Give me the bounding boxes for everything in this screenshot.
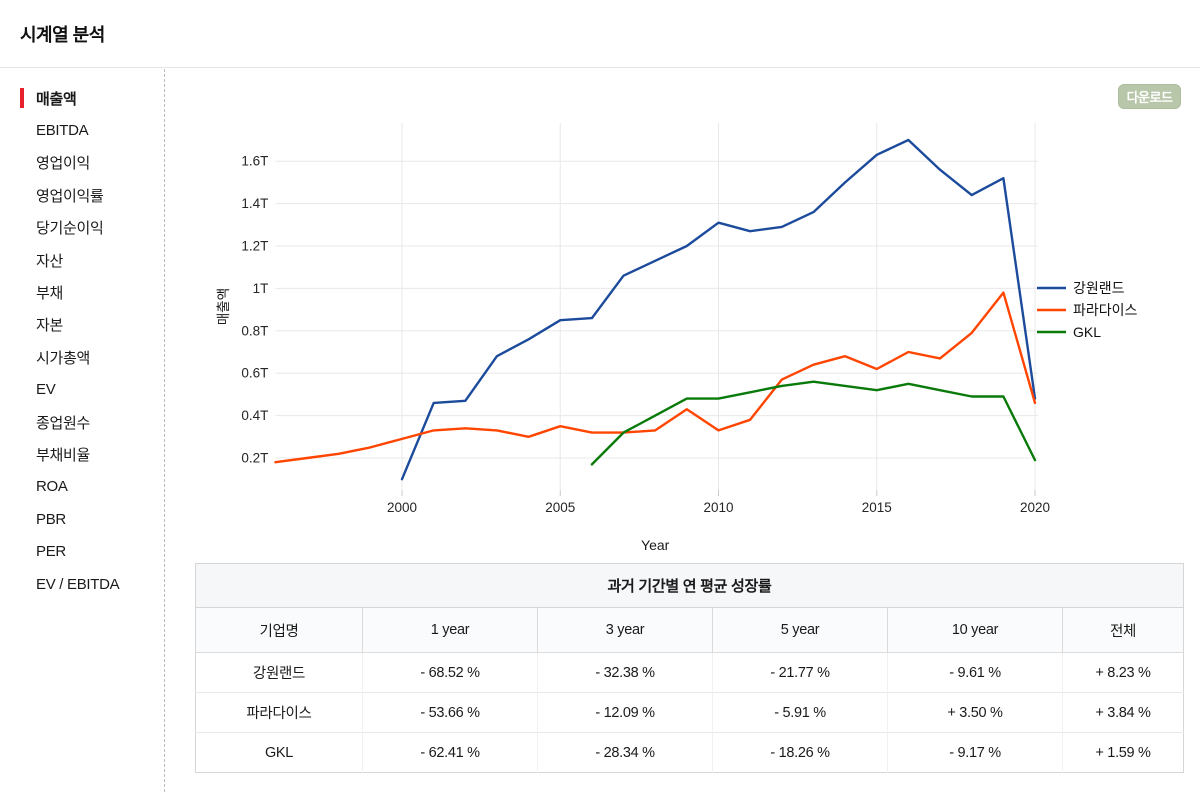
y-tick-label: 0.8T [241, 323, 268, 338]
download-button[interactable]: 다운로드 [1118, 84, 1181, 109]
sidebar-item-revenue[interactable]: 매출액 [0, 82, 164, 114]
legend-item-gkl: GKL [1037, 324, 1101, 340]
growth-table-header-cell: 전체 [1061, 607, 1184, 653]
y-tick-label: 1.4T [241, 196, 268, 211]
sidebar-item-net-income[interactable]: 당기순이익 [0, 212, 164, 244]
sidebar-item-per[interactable]: PER [0, 535, 164, 567]
revenue-chart: 0.2T 0.4T 0.6T 0.8T 1T 1.2T 1.4T 1.6T 2000 2005 20… [195, 80, 1185, 560]
legend-label: 파라다이스 [1073, 302, 1138, 318]
growth-table: 과거 기간별 연 평균 성장률 기업명 1 year 3 year 5 year 10 … [194, 563, 1185, 773]
sidebar-item-label: 부채비율 [36, 446, 91, 464]
sidebar-item-equity[interactable]: 자본 [0, 309, 164, 341]
growth-table-header-row: 기업명 1 year 3 year 5 year 10 year 전체 [195, 607, 1184, 653]
sidebar-item-label: 자본 [36, 317, 64, 335]
y-tick-label: 1.2T [241, 239, 268, 254]
sidebar-item-pbr[interactable]: PBR [0, 503, 164, 535]
x-tick-label: 2020 [1020, 500, 1050, 515]
sidebar-item-label: PBR [36, 510, 66, 528]
sidebar-item-label: 시가총액 [36, 349, 91, 367]
x-tick-label: 2005 [545, 500, 575, 515]
sidebar-item-liabilities[interactable]: 부채 [0, 276, 164, 308]
page-header: 시계열 분석 [0, 0, 1200, 68]
growth-value-cell: - 21.77 % [712, 652, 888, 693]
series-line-kangwon-land [400, 138, 1037, 481]
company-name-cell: GKL [195, 732, 363, 773]
legend-label: 강원랜드 [1073, 280, 1125, 296]
growth-value-cell: - 53.66 % [362, 692, 538, 733]
sidebar-item-label: 영업이익 [36, 155, 91, 173]
growth-value-cell: - 32.38 % [537, 652, 713, 693]
growth-table-row: 파라다이스 - 53.66 % - 12.09 % - 5.91 % + 3.50 % +… [195, 692, 1184, 733]
sidebar-item-roa[interactable]: ROA [0, 471, 164, 503]
sidebar-item-ebitda[interactable]: EBITDA [0, 114, 164, 146]
growth-value-cell: - 28.34 % [537, 732, 713, 773]
sidebar-item-label: ROA [36, 478, 68, 496]
y-tick-label: 0.2T [241, 451, 268, 466]
sidebar-item-label: EV [36, 381, 56, 399]
sidebar-item-label: PER [36, 543, 66, 561]
company-name-cell: 파라다이스 [195, 692, 363, 733]
company-name-cell: 강원랜드 [195, 652, 363, 693]
series-line-gkl [590, 380, 1037, 466]
growth-value-cell: + 3.84 % [1061, 692, 1184, 733]
sidebar-item-label: EBITDA [36, 122, 89, 140]
y-tick-label: 1T [253, 281, 269, 296]
sidebar-item-operating-margin[interactable]: 영업이익률 [0, 179, 164, 211]
x-tick-label: 2015 [862, 500, 892, 515]
growth-table-header-cell: 5 year [712, 607, 888, 653]
growth-table-title-row: 과거 기간별 연 평균 성장률 [194, 563, 1185, 608]
growth-value-cell: + 3.50 % [887, 692, 1063, 733]
sidebar-item-label: 자산 [36, 252, 64, 270]
page-title: 시계열 분석 [20, 25, 105, 45]
growth-value-cell: - 9.17 % [887, 732, 1063, 773]
growth-table-row: 강원랜드 - 68.52 % - 32.38 % - 21.77 % - 9.61 % +… [195, 652, 1184, 693]
growth-value-cell: - 68.52 % [362, 652, 538, 693]
sidebar-item-ev-ebitda[interactable]: EV / EBITDA [0, 568, 164, 600]
growth-value-cell: - 18.26 % [712, 732, 888, 773]
legend-label: GKL [1073, 324, 1101, 340]
growth-value-cell: - 12.09 % [537, 692, 713, 733]
sidebar-item-label: 종업원수 [36, 414, 91, 432]
growth-value-cell: - 5.91 % [712, 692, 888, 733]
legend-item-kangwon-land: 강원랜드 [1037, 280, 1125, 296]
growth-table-header-cell: 10 year [887, 607, 1063, 653]
sidebar-item-ev[interactable]: EV [0, 374, 164, 406]
x-tick-label: 2010 [703, 500, 733, 515]
sidebar-item-assets[interactable]: 자산 [0, 244, 164, 276]
x-tick-label: 2000 [387, 500, 417, 515]
sidebar-item-debt-ratio[interactable]: 부채비율 [0, 438, 164, 470]
growth-table-header-cell: 기업명 [195, 607, 363, 653]
sidebar-item-label: 당기순이익 [36, 220, 104, 238]
growth-table-title: 과거 기간별 연 평균 성장률 [194, 563, 1185, 608]
sidebar-item-label: 부채 [36, 285, 64, 303]
growth-value-cell: + 8.23 % [1061, 652, 1184, 693]
y-tick-label: 0.4T [241, 408, 268, 423]
growth-table-row: GKL - 62.41 % - 28.34 % - 18.26 % - 9.17 % + … [195, 732, 1184, 773]
y-tick-label: 1.6T [241, 154, 268, 169]
growth-value-cell: + 1.59 % [1061, 732, 1184, 773]
growth-value-cell: - 9.61 % [887, 652, 1063, 693]
growth-table-wrap: 과거 기간별 연 평균 성장률 기업명 1 year 3 year 5 year 10 … [194, 563, 1185, 773]
sidebar-item-operating-profit[interactable]: 영업이익 [0, 147, 164, 179]
sidebar-item-label: EV / EBITDA [36, 575, 120, 593]
growth-value-cell: - 62.41 % [362, 732, 538, 773]
legend-item-paradise: 파라다이스 [1037, 302, 1138, 318]
revenue-line-chart: 0.2T 0.4T 0.6T 0.8T 1T 1.2T 1.4T 1.6T 2000 2005 20… [216, 123, 1138, 553]
sidebar-item-label: 매출액 [36, 90, 77, 108]
sidebar-item-market-cap[interactable]: 시가총액 [0, 341, 164, 373]
sidebar-item-employees[interactable]: 종업원수 [0, 406, 164, 438]
x-axis-title: Year [641, 537, 670, 553]
growth-table-header-cell: 3 year [537, 607, 713, 653]
active-indicator-bar [20, 88, 24, 108]
y-tick-label: 0.6T [241, 366, 268, 381]
y-axis-title: 매출액 [216, 288, 231, 325]
series-line-paradise [274, 291, 1037, 464]
sidebar-item-label: 영업이익률 [36, 187, 104, 205]
growth-table-header-cell: 1 year [362, 607, 538, 653]
